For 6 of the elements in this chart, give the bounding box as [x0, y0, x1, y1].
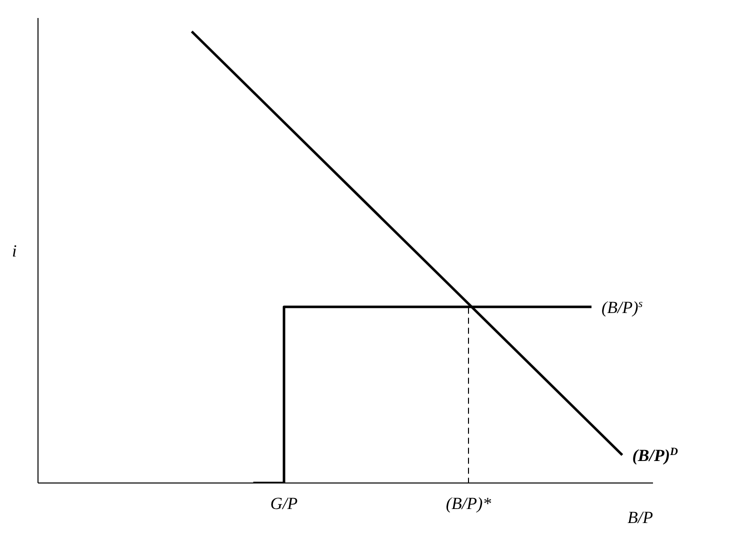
y-axis-title: i — [12, 242, 17, 261]
x-axis-title: B/P — [628, 508, 653, 527]
series-label: (B/P)$^{s}$ — [602, 298, 643, 317]
series-label: (B/P)$^{D}$ — [632, 446, 678, 466]
x-tick-label: (B/P)* — [446, 494, 492, 514]
x-tick-label: G/P — [270, 494, 298, 514]
